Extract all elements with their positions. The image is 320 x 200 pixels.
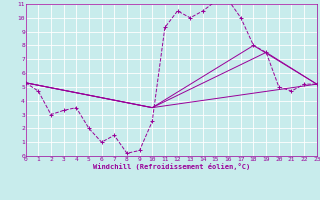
X-axis label: Windchill (Refroidissement éolien,°C): Windchill (Refroidissement éolien,°C) <box>92 163 250 170</box>
